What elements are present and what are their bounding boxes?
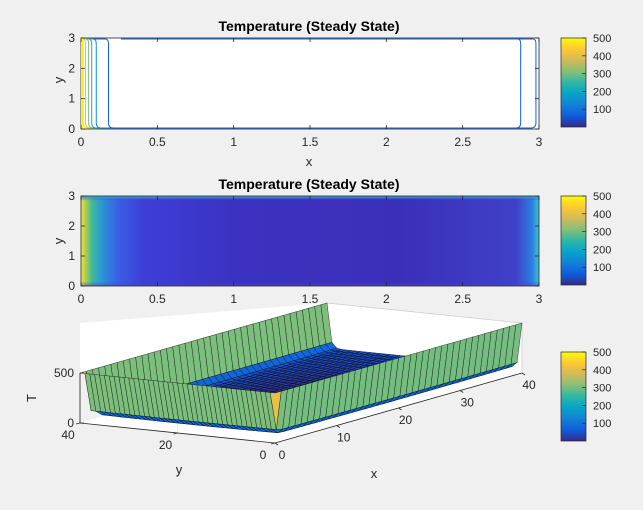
contour-colorbar	[560, 37, 587, 128]
x-tick-mark	[336, 425, 340, 428]
y-tick-label: 40	[61, 428, 75, 442]
x-tick-label: 3	[536, 135, 543, 149]
contour-axes	[80, 37, 540, 130]
heatmap-ticks: 0 0.5 1 1.5 2 2.5 3 0 1 2 3	[68, 189, 542, 306]
y-tick-label: 1	[68, 249, 75, 263]
x-tick-label: 0.5	[149, 292, 166, 306]
y-tick-label: 20	[159, 438, 173, 452]
contour-line	[93, 38, 519, 129]
contour-lines	[80, 38, 537, 129]
contour-line	[88, 38, 519, 129]
x-tick-label: 2.5	[454, 292, 471, 306]
colorbar-tick-label: 500	[593, 347, 611, 359]
contour-colorbar-ticks: 100 200 300 400 500	[582, 33, 611, 116]
x-tick-label: 0	[78, 292, 85, 306]
colorbar-tick-label: 100	[593, 104, 611, 116]
y-tick-label: 0	[260, 448, 267, 462]
colorbar-tick-label: 500	[593, 191, 611, 203]
x-tick-label: 3	[536, 292, 543, 306]
x-tick-label: 0	[279, 448, 286, 462]
x-tick-label: 1	[230, 292, 237, 306]
colorbar-tick-label: 500	[593, 33, 611, 45]
y-tick-label: 0	[68, 122, 75, 136]
heatmap-title: Temperature (Steady State)	[218, 176, 399, 192]
heatmap-ylabel: y	[51, 237, 66, 244]
contour-xlabel: x	[306, 154, 313, 169]
x-tick-mark	[460, 390, 464, 393]
y-tick-label: 1	[68, 92, 75, 106]
colorbar-tick-label: 200	[593, 244, 611, 256]
contour-line	[121, 38, 537, 129]
contour-ticks: 0 0.5 1 1.5 2 2.5 3 0 1 2 3	[68, 31, 542, 149]
z-tick-label: 500	[54, 366, 74, 380]
x-tick-mark	[521, 372, 526, 376]
heatmap-panel: Temperature (Steady State) 0 0.5 1 1.5 2 2.5 3…	[51, 176, 611, 326]
x-tick-label: 0.5	[149, 135, 166, 149]
x-tick-label: 1.5	[302, 135, 319, 149]
surface-xlabel: x	[371, 466, 378, 481]
heatmap-colorbar-ticks: 100 200 300 400 500	[582, 191, 611, 274]
x-tick-label: 10	[337, 431, 351, 445]
contour-panel: Temperature (Steady State) 0 0.5 1 1.5 2 2.5 3…	[51, 18, 611, 169]
colorbar-tick-label: 200	[593, 86, 611, 98]
y-tick-label: 3	[68, 31, 75, 45]
y-tick-mark	[270, 442, 276, 445]
y-tick-label: 0	[68, 279, 75, 293]
colorbar-tick-label: 300	[593, 227, 611, 239]
x-tick-label: 2	[383, 135, 390, 149]
surface-colorbar-ticks: 100 200 300 400 500	[582, 347, 611, 430]
surface-mesh	[79, 302, 523, 434]
surface-face	[269, 391, 282, 430]
y-tick-mark	[173, 432, 178, 435]
z-tick-label: 0	[67, 416, 74, 430]
surface-zlabel: T	[24, 394, 39, 402]
colorbar-tick-label: 200	[593, 400, 611, 412]
contour-line	[82, 38, 519, 129]
contour-ylabel: y	[51, 76, 66, 83]
contour-title: Temperature (Steady State)	[218, 18, 399, 34]
heatmap-edge-overlay	[81, 196, 539, 286]
x-tick-mark	[274, 442, 279, 446]
y-tick-mark	[75, 422, 81, 425]
surface-ylabel: y	[176, 462, 183, 477]
heatmap-colorbar	[560, 195, 587, 286]
colorbar-tick-label: 300	[593, 69, 611, 81]
colorbar-tick-label: 400	[593, 51, 611, 63]
x-tick-label: 1	[230, 135, 237, 149]
x-tick-label: 2.5	[454, 135, 471, 149]
x-tick-label: 30	[461, 396, 475, 410]
colorbar-tick-label: 100	[593, 418, 611, 430]
x-tick-label: 20	[399, 413, 413, 427]
colorbar-tick-label: 300	[593, 383, 611, 395]
surface-colorbar	[560, 351, 587, 442]
colorbar-tick-label: 400	[593, 209, 611, 221]
x-tick-label: 0	[78, 135, 85, 149]
contour-line	[85, 38, 519, 129]
x-tick-label: 1.5	[302, 292, 319, 306]
x-tick-label: 40	[522, 378, 536, 392]
colorbar-tick-label: 100	[593, 262, 611, 274]
colorbar-tick-label: 400	[593, 365, 611, 377]
y-tick-label: 3	[68, 189, 75, 203]
y-tick-label: 2	[68, 219, 75, 233]
y-tick-label: 2	[68, 61, 75, 75]
x-tick-label: 2	[383, 292, 390, 306]
x-tick-mark	[398, 407, 402, 411]
